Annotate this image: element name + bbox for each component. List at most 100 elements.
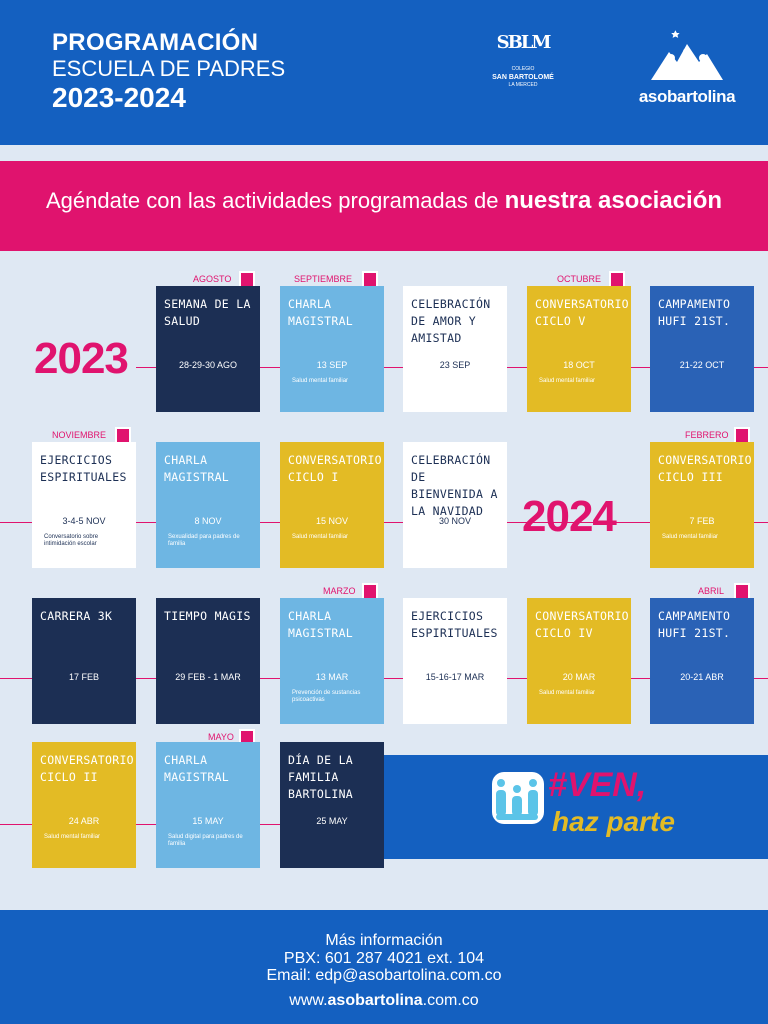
event-title: Carrera 3K [40, 609, 113, 623]
event-card-amor-amistad: Celebración de amor y amistad 23 SEP [403, 286, 507, 412]
event-note: Salud mental familiar [292, 378, 349, 384]
month-abril: ABRIL [698, 586, 725, 596]
band-text: Agéndate con las actividades programadas… [0, 187, 768, 215]
event-note: Salud mental familiar [292, 534, 349, 540]
event-note: Conversatorio sobre intimidación escolar [44, 534, 99, 547]
month-marzo: MARZO [323, 586, 356, 596]
event-title: Celebración de bienvenida a la navidad [411, 453, 498, 518]
event-date: 21-22 OCT [679, 360, 725, 370]
event-title: Campamento HUFI 21st. [658, 297, 731, 328]
event-date: 20 MAR [562, 672, 596, 682]
family-icon [492, 772, 544, 824]
event-title: Semana de la salud [164, 297, 251, 328]
event-title: Conversatorio ciclo V [535, 297, 629, 328]
colegio-name: SAN BARTOLOMÉ [492, 74, 554, 81]
footer-more-info: Más información [325, 932, 443, 949]
event-note: Salud mental familiar [539, 690, 596, 696]
event-date: 17 FEB [68, 672, 99, 682]
event-card-charla-may: Charla magistral 15 MAY Salud digital pa… [156, 742, 260, 868]
event-title: Conversatorio ciclo IV [535, 609, 629, 640]
event-date: 29 FEB - 1 MAR [175, 672, 241, 682]
event-title: Charla magistral [288, 609, 354, 640]
event-date: 30 NOV [438, 516, 471, 526]
title-escuela: ESCUELA DE PADRES [52, 56, 286, 81]
event-date: 15-16-17 MAR [425, 672, 485, 682]
band-text-bold: nuestra asociación [504, 187, 723, 214]
pink-band [0, 161, 768, 251]
event-title: Ejercicios espirituales [40, 453, 127, 484]
footer-website[interactable]: www.asobartolina.com.co [0, 992, 768, 1010]
event-title: Charla magistral [164, 453, 230, 484]
event-title: Charla magistral [164, 753, 230, 784]
event-note: Sexualidad para padres de familia [168, 534, 240, 547]
event-date: 24 ABR [68, 816, 100, 826]
event-date: 15 NOV [315, 516, 348, 526]
event-title: Tiempo Magis [164, 609, 251, 623]
header: PROGRAMACIÓN ESCUELA DE PADRES 2023-2024… [0, 0, 768, 145]
colegio-sub: LA MERCED [508, 82, 538, 88]
month-noviembre: NOVIEMBRE [52, 430, 107, 440]
event-card-carrera-3k: Carrera 3K 17 FEB [32, 598, 136, 724]
event-card-conversatorio-v: Conversatorio ciclo V 18 OCT Salud menta… [527, 286, 631, 412]
event-date: 18 OCT [563, 360, 595, 370]
event-note: Salud mental familiar [539, 378, 596, 384]
month-agosto: AGOSTO [193, 274, 232, 284]
event-title: Campamento HUFI 21st. [658, 609, 731, 640]
event-title: Conversatorio ciclo III [658, 453, 752, 484]
event-title: Conversatorio ciclo I [288, 453, 382, 484]
event-date: 13 SEP [316, 360, 348, 370]
sblm-mark: SBLM [496, 32, 552, 53]
slogan-line2: haz parte [552, 806, 675, 837]
footer-pbx: PBX: 601 287 4021 ext. 104 [283, 950, 485, 967]
event-note: Salud digital para padres de familia [168, 834, 243, 847]
event-date: 13 MAR [315, 672, 349, 682]
month-septiembre: SEPTIEMBRE [294, 274, 353, 284]
year-2023: 2023 [34, 334, 129, 383]
slogan-banner [384, 755, 768, 859]
asobartolina-wordmark: asobartolina [638, 87, 736, 106]
event-title: Charla magistral [288, 297, 354, 328]
month-febrero: FEBRERO [685, 430, 729, 440]
event-card-navidad: Celebración de bienvenida a la navidad 3… [403, 442, 507, 568]
event-date: 3-4-5 NOV [62, 516, 106, 526]
event-card-campamento-abr: Campamento HUFI 21st. 20-21 ABR [650, 598, 754, 724]
month-mayo: MAYO [208, 732, 234, 742]
event-date: 23 SEP [439, 360, 471, 370]
band-text-regular: Agéndate con las actividades programadas… [45, 188, 505, 213]
event-card-semana-salud: Semana de la salud 28-29-30 AGO [156, 286, 260, 412]
event-date: 7 FEB [689, 516, 715, 526]
event-note: Salud mental familiar [662, 534, 719, 540]
event-title: Ejercicios espirituales [411, 609, 498, 640]
timeline-row-2 [0, 522, 768, 523]
title-years: 2023-2024 [52, 82, 186, 113]
web-suffix: .com.co [422, 992, 479, 1009]
month-octubre: OCTUBRE [557, 274, 602, 284]
event-card-conversatorio-ii: Conversatorio ciclo II 24 ABR Salud ment… [32, 742, 136, 868]
footer-email[interactable]: Email: edp@asobartolina.com.co [266, 967, 502, 984]
event-note: Prevención de sustancias psicoactivas [292, 690, 361, 703]
slogan-line1: #VEN, [548, 766, 647, 804]
event-date: 15 MAY [192, 816, 224, 826]
colegio-logo: SBLM COLEGIO SAN BARTOLOMÉ LA MERCED [488, 26, 558, 89]
event-card-charla-mar: Charla magistral 13 MAR Prevención de su… [280, 598, 384, 724]
web-prefix: www. [289, 992, 328, 1009]
asobartolina-logo: asobartolina [632, 30, 742, 107]
event-title: Conversatorio ciclo II [40, 753, 134, 784]
event-date: 20-21 ABR [680, 672, 724, 682]
event-date: 28-29-30 AGO [178, 360, 238, 370]
title-programacion: PROGRAMACIÓN [52, 29, 259, 56]
event-date: 25 MAY [316, 816, 348, 826]
event-card-ejercicios-nov: Ejercicios espirituales 3-4-5 NOV Conver… [32, 442, 136, 568]
event-title: Celebración de amor y amistad [411, 297, 491, 345]
event-card-charla-sep: Charla magistral 13 SEP Salud mental fam… [280, 286, 384, 412]
event-card-conversatorio-i: Conversatorio ciclo I 15 NOV Salud menta… [280, 442, 384, 568]
event-date: 8 NOV [194, 516, 222, 526]
colegio-label: COLEGIO [511, 66, 535, 72]
event-card-charla-nov: Charla magistral 8 NOV Sexualidad para p… [156, 442, 260, 568]
event-title: Día de la familia Bartolina [288, 753, 354, 801]
event-card-dia-familia: Día de la familia Bartolina 25 MAY [280, 742, 384, 868]
event-card-tiempo-magis: Tiempo Magis 29 FEB - 1 MAR [156, 598, 260, 724]
mountain-people-icon [651, 30, 723, 80]
event-note: Salud mental familiar [44, 834, 101, 840]
event-card-campamento-oct: Campamento HUFI 21st. 21-22 OCT [650, 286, 754, 412]
